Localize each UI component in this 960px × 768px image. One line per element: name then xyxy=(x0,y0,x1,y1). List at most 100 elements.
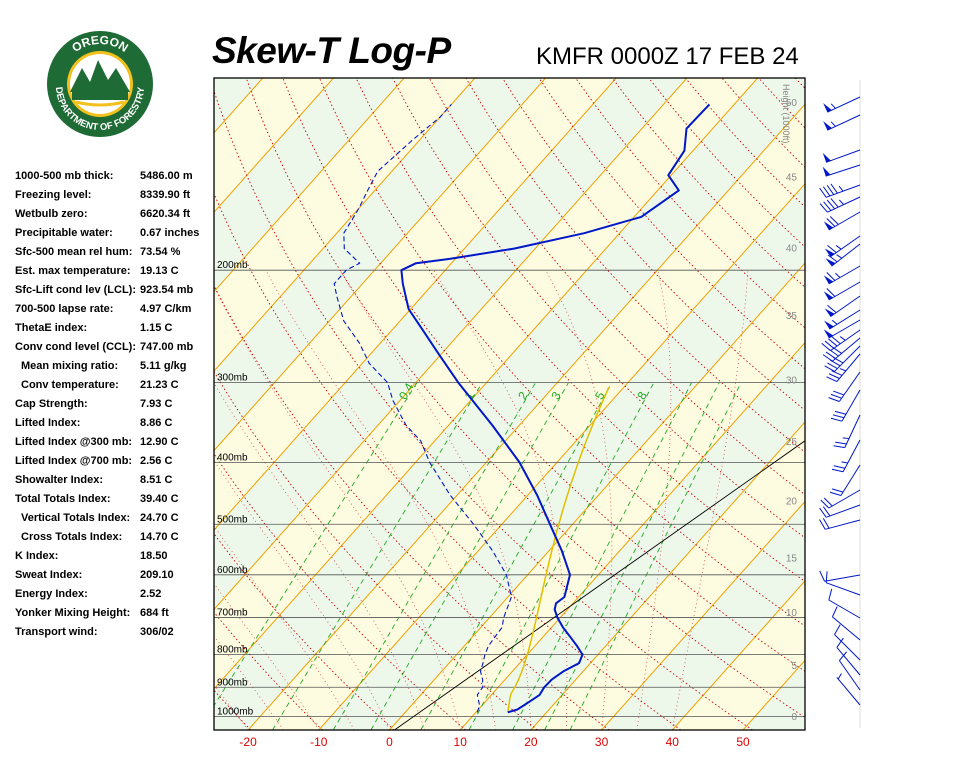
temperature-tick-label: 50 xyxy=(736,735,750,749)
temperature-tick-label: 10 xyxy=(454,735,468,749)
index-value: 73.54 % xyxy=(140,246,181,258)
isobar-label: 800mb xyxy=(217,645,248,656)
logo-ground xyxy=(72,92,128,100)
index-label: Yonker Mixing Height: xyxy=(15,607,131,619)
index-label: Cap Strength: xyxy=(15,398,88,410)
index-value: 2.56 C xyxy=(140,455,173,467)
index-value: 8339.90 ft xyxy=(140,189,191,201)
index-value: 306/02 xyxy=(140,626,174,638)
moist-adiabat xyxy=(636,270,672,730)
index-label: Total Totals Index: xyxy=(15,493,111,505)
index-label: ThetaE index: xyxy=(15,322,88,334)
index-row: Lifted Index: 8.86 C xyxy=(15,417,215,436)
isobar-label: 200mb xyxy=(217,260,248,271)
isotherm-line xyxy=(214,78,334,213)
index-row: Freezing level: 8339.90 ft xyxy=(15,189,215,208)
index-value: 4.97 C/km xyxy=(140,303,192,315)
index-value: 8.86 C xyxy=(140,417,173,429)
isotherm-line xyxy=(530,421,805,730)
isotherm-line xyxy=(459,341,805,730)
height-tick-label: 10 xyxy=(786,608,798,619)
index-value: 209.10 xyxy=(140,569,174,581)
moist-adiabat xyxy=(214,459,390,730)
index-row: Total Totals Index: 39.40 C xyxy=(15,493,215,512)
index-label: Transport wind: xyxy=(15,626,98,638)
logo-river xyxy=(75,100,125,107)
dry-adiabat xyxy=(214,284,610,730)
isobar-label: 400mb xyxy=(217,452,248,463)
mixing-ratio-line xyxy=(370,382,569,730)
moist-adiabat xyxy=(214,285,461,730)
index-label: Lifted Index @300 mb: xyxy=(15,436,133,448)
index-label: K Index: xyxy=(15,550,59,562)
index-row: Mean mixing ratio: 5.11 g/kg xyxy=(15,360,215,379)
index-value: 5.11 g/kg xyxy=(140,360,187,372)
index-row: Wetbulb zero: 6620.34 ft xyxy=(15,208,215,227)
index-value: 6620.34 ft xyxy=(140,208,191,220)
moist-adiabat xyxy=(545,270,613,730)
index-row: Est. max temperature: 19.13 C xyxy=(15,265,215,284)
isotherm-line xyxy=(214,78,546,452)
height-axis-label: Height (1000ft) xyxy=(781,84,791,144)
index-label: Conv temperature: xyxy=(21,379,119,391)
plot-area: 0.4 1 2 3 5 8200mb300mb400mb500mb600mb700mb80… xyxy=(0,78,960,730)
stability-indices-panel: 1000-500 mb thick: 5486.00 m Freezing leve… xyxy=(15,170,215,645)
isotherm-band xyxy=(814,78,960,730)
isotherm-line xyxy=(214,78,617,531)
dry-adiabat xyxy=(392,78,805,539)
dry-adiabat xyxy=(214,192,682,730)
temperature-tick-label: -20 xyxy=(239,735,257,749)
height-tick-label: 50 xyxy=(786,98,798,109)
height-tick-label: 35 xyxy=(786,311,798,322)
index-label: Lifted Index @700 mb: xyxy=(15,455,133,467)
isotherm-line xyxy=(671,580,805,730)
isotherm-line xyxy=(214,78,688,611)
isotherm-line xyxy=(0,78,121,730)
index-label: Cross Totals Index: xyxy=(21,531,123,543)
index-value: 14.70 C xyxy=(140,531,179,543)
height-tick-label: 5 xyxy=(791,661,797,672)
index-label: Lifted Index: xyxy=(15,417,81,429)
moist-adiabat xyxy=(265,270,496,730)
isotherm-line xyxy=(214,78,476,372)
dry-adiabat xyxy=(214,689,252,730)
index-value: 2.52 xyxy=(140,588,162,600)
index-value: 5486.00 m xyxy=(140,170,193,182)
index-value: 19.13 C xyxy=(140,265,179,277)
height-tick-label: 25 xyxy=(786,437,798,448)
moist-adiabat xyxy=(0,270,177,730)
isotherm-band xyxy=(214,78,805,730)
index-row: Precipitable water: 0.67 inches xyxy=(15,227,215,246)
dewpoint-trace xyxy=(333,104,512,713)
index-row: Conv temperature: 21.23 C xyxy=(15,379,215,398)
height-tick-label: 40 xyxy=(786,243,798,254)
mixing-ratio-line xyxy=(569,382,742,730)
temperature-tick-label: 30 xyxy=(595,735,609,749)
mixing-ratio-line xyxy=(468,382,655,730)
index-row: Energy Index: 2.52 xyxy=(15,588,215,607)
index-row: Showalter Index: 8.51 C xyxy=(15,474,215,493)
height-tick-label: 15 xyxy=(786,553,798,564)
index-label: 1000-500 mb thick: xyxy=(15,170,114,182)
index-label: Showalter Index: xyxy=(15,474,104,486)
isotherm-line xyxy=(247,103,805,730)
index-row: 700-500 lapse rate: 4.97 C/km xyxy=(15,303,215,322)
index-row: K Index: 18.50 xyxy=(15,550,215,569)
station-time-subtitle: KMFR 0000Z 17 FEB 24 xyxy=(536,43,799,70)
height-tick-label: 30 xyxy=(786,375,798,386)
moist-adiabat xyxy=(214,684,249,730)
index-label: Vertical Totals Index: xyxy=(21,512,131,524)
dry-adiabat xyxy=(214,453,466,730)
index-row: Yonker Mixing Height: 684 ft xyxy=(15,607,215,626)
isotherm-line xyxy=(318,182,805,730)
temperature-tick-label: 40 xyxy=(666,735,680,749)
index-value: 7.93 C xyxy=(140,398,173,410)
index-row: ThetaE index: 1.15 C xyxy=(15,322,215,341)
index-value: 747.00 mb xyxy=(140,341,194,353)
isobar-label: 500mb xyxy=(217,514,248,525)
mixing-ratio-line xyxy=(332,382,536,730)
index-row: Vertical Totals Index: 24.70 C xyxy=(15,512,215,531)
isotherm-line xyxy=(389,262,805,730)
index-row: 1000-500 mb thick: 5486.00 m xyxy=(15,170,215,189)
